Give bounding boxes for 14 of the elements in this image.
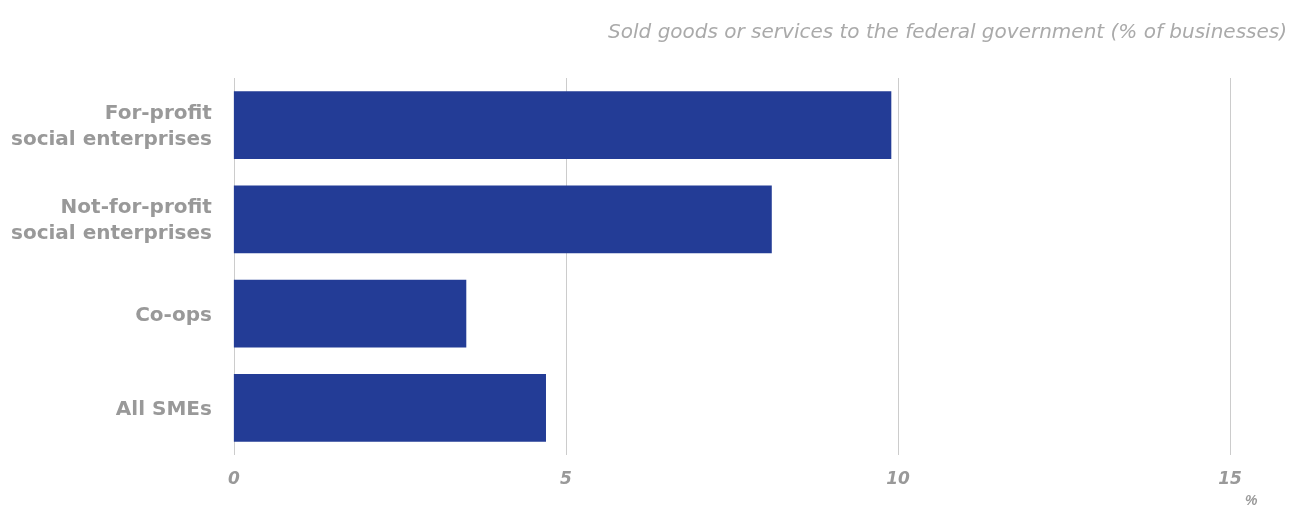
x-tick-label: 10 [886, 467, 910, 488]
y-tick-label: Co-ops [135, 301, 212, 326]
x-tick-label: 5 [559, 467, 572, 488]
y-tick-label: Not-for-profit social enterprises [10, 194, 213, 245]
x-tick-label: 15 [1218, 467, 1242, 488]
bar [233, 185, 772, 254]
bar [233, 91, 892, 160]
bar [233, 279, 467, 348]
y-tick-label: For-profit social enterprises [10, 100, 213, 151]
bar [233, 373, 546, 442]
x-axis-title: % [1245, 492, 1258, 508]
y-tick-label: All SMEs [115, 395, 212, 420]
chart-title: Sold goods or services to the federal government (% of businesses) [608, 19, 1288, 43]
x-tick-label: 0 [227, 467, 240, 488]
